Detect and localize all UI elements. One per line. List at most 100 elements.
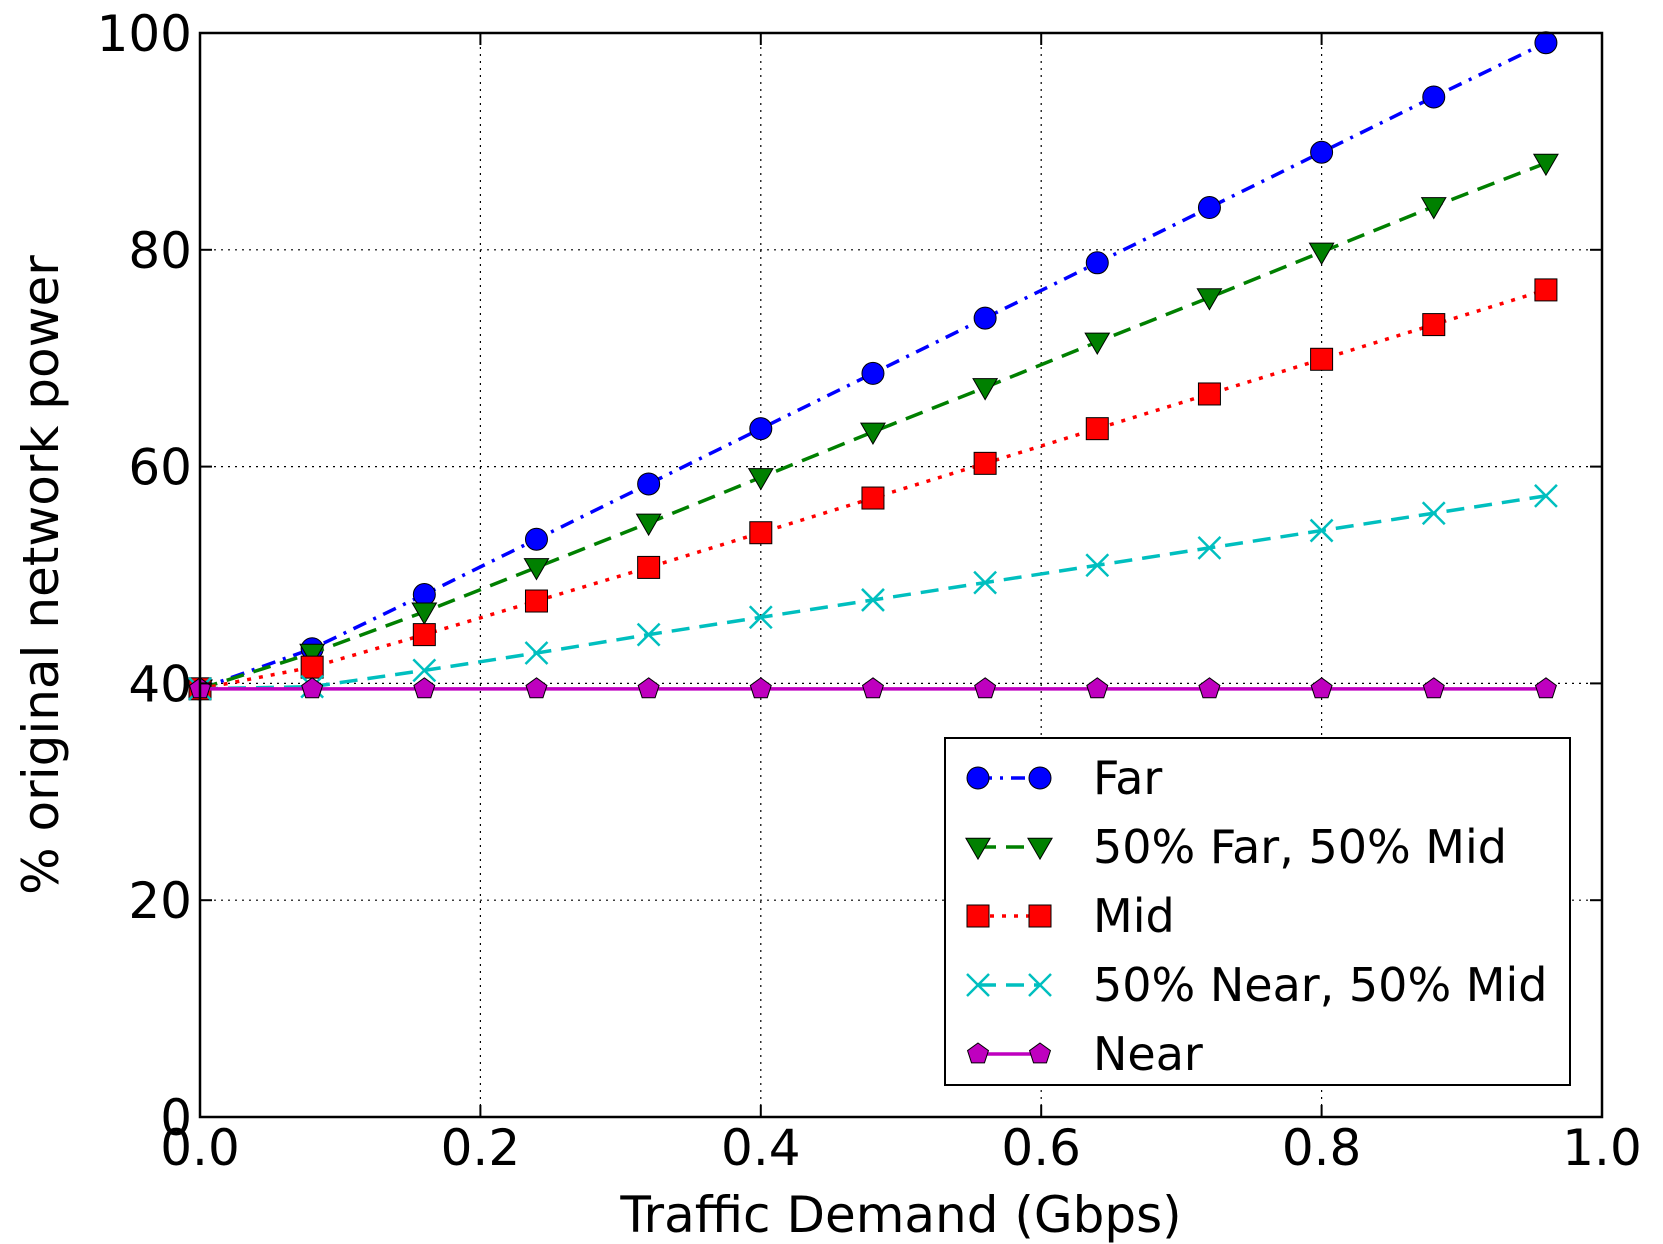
data-point — [1197, 196, 1221, 220]
data-point — [749, 677, 772, 699]
data-point — [412, 623, 436, 647]
legend-marker — [966, 904, 990, 928]
data-point — [973, 306, 997, 330]
data-point — [861, 361, 885, 385]
y-tick-label: 80 — [128, 222, 192, 280]
legend-item: Mid — [966, 889, 1175, 943]
legend-item: 50% Near, 50% Mid — [966, 958, 1547, 1012]
legend-marker — [1028, 973, 1052, 997]
data-point — [861, 486, 885, 510]
data-point — [1310, 677, 1333, 699]
data-point — [523, 558, 550, 581]
data-point — [861, 677, 885, 699]
data-point — [1085, 553, 1110, 578]
data-point — [1534, 278, 1558, 302]
data-point-stroke — [1534, 483, 1558, 508]
data-point — [637, 555, 661, 579]
series-3 — [188, 483, 1558, 701]
y-tick-label: 0 — [160, 1089, 192, 1147]
data-point — [1197, 536, 1222, 560]
data-point — [300, 655, 324, 679]
x-tick-label: 0.4 — [721, 1119, 801, 1177]
x-tick-label: 0.0 — [160, 1119, 240, 1177]
data-point — [1086, 677, 1109, 699]
data-point-stroke — [1197, 536, 1222, 560]
data-point — [525, 677, 548, 699]
legend-marker — [966, 1042, 990, 1064]
data-point-stroke — [412, 658, 437, 683]
y-tick-label: 100 — [97, 5, 192, 63]
legend-marker — [1028, 904, 1052, 928]
data-point — [301, 677, 324, 699]
data-point — [637, 472, 661, 496]
legend-label: 50% Near, 50% Mid — [1093, 958, 1547, 1012]
data-point — [1310, 140, 1334, 164]
data-point — [972, 378, 999, 401]
data-point — [1196, 288, 1223, 311]
data-series — [187, 31, 1559, 702]
data-point — [1422, 313, 1446, 337]
legend-item: Near — [966, 1027, 1203, 1081]
data-point — [412, 583, 436, 607]
data-point — [1534, 31, 1558, 55]
data-point-stroke — [1085, 553, 1110, 578]
legend-marker-stroke — [966, 973, 990, 997]
data-point — [974, 677, 997, 699]
data-point — [1084, 332, 1111, 356]
legend-marker — [966, 973, 990, 997]
data-point — [1198, 677, 1221, 699]
data-point — [524, 641, 549, 665]
plot-frame — [198, 31, 1604, 1119]
x-tick-label: 0.6 — [1001, 1119, 1081, 1177]
data-point — [1422, 85, 1446, 109]
legend: Far 50% Far, 50% Mid Mid 50% Near, 50% Mid N… — [944, 737, 1571, 1086]
data-point — [973, 451, 997, 475]
data-point — [637, 677, 660, 699]
legend-label: 50% Far, 50% Mid — [1093, 820, 1507, 874]
data-point — [861, 588, 885, 612]
data-point — [299, 643, 326, 667]
y-axis-label: % original network power — [12, 255, 70, 895]
data-point — [1421, 501, 1446, 526]
data-point-stroke — [1309, 518, 1334, 543]
data-point — [1197, 382, 1221, 406]
data-point-stroke — [1421, 501, 1446, 526]
data-point — [748, 605, 773, 630]
y-tick-label: 40 — [128, 655, 192, 713]
data-point-stroke — [861, 588, 885, 612]
data-point — [1532, 153, 1559, 177]
data-point — [635, 513, 662, 537]
x-axis-label: Traffic Demand (Gbps) — [619, 1186, 1181, 1244]
x-tick-label: 0.8 — [1282, 1119, 1362, 1177]
data-point — [747, 468, 774, 491]
data-point — [524, 589, 548, 613]
data-point — [636, 622, 661, 647]
legend-label: Mid — [1093, 889, 1175, 943]
data-point — [413, 677, 436, 699]
data-point-stroke — [973, 570, 998, 595]
data-point — [1534, 483, 1558, 508]
legend-label: Near — [1093, 1027, 1203, 1081]
legend-marker — [966, 766, 990, 790]
data-point — [1420, 197, 1447, 220]
axis-ticks: 0.0 0.2 0.4 0.6 0.8 1.0 0 20 40 60 80 100 — [97, 5, 1642, 1177]
legend-item: 50% Far, 50% Mid — [965, 820, 1507, 874]
data-point — [1308, 242, 1335, 266]
data-point — [524, 527, 548, 551]
data-point — [973, 570, 998, 595]
data-point — [749, 521, 773, 545]
x-tick-label: 0.2 — [441, 1119, 521, 1177]
legend-marker — [1028, 766, 1052, 790]
x-tick-label: 1.0 — [1562, 1119, 1642, 1177]
data-point — [749, 417, 773, 441]
data-point — [1534, 677, 1557, 699]
data-point — [1310, 347, 1334, 371]
data-point-stroke — [524, 641, 549, 665]
data-point-stroke — [636, 622, 661, 647]
legend-marker — [1028, 1042, 1052, 1064]
data-point — [411, 602, 438, 625]
data-point — [412, 658, 437, 683]
legend-marker-stroke — [1028, 973, 1052, 997]
legend-label: Far — [1093, 751, 1162, 805]
